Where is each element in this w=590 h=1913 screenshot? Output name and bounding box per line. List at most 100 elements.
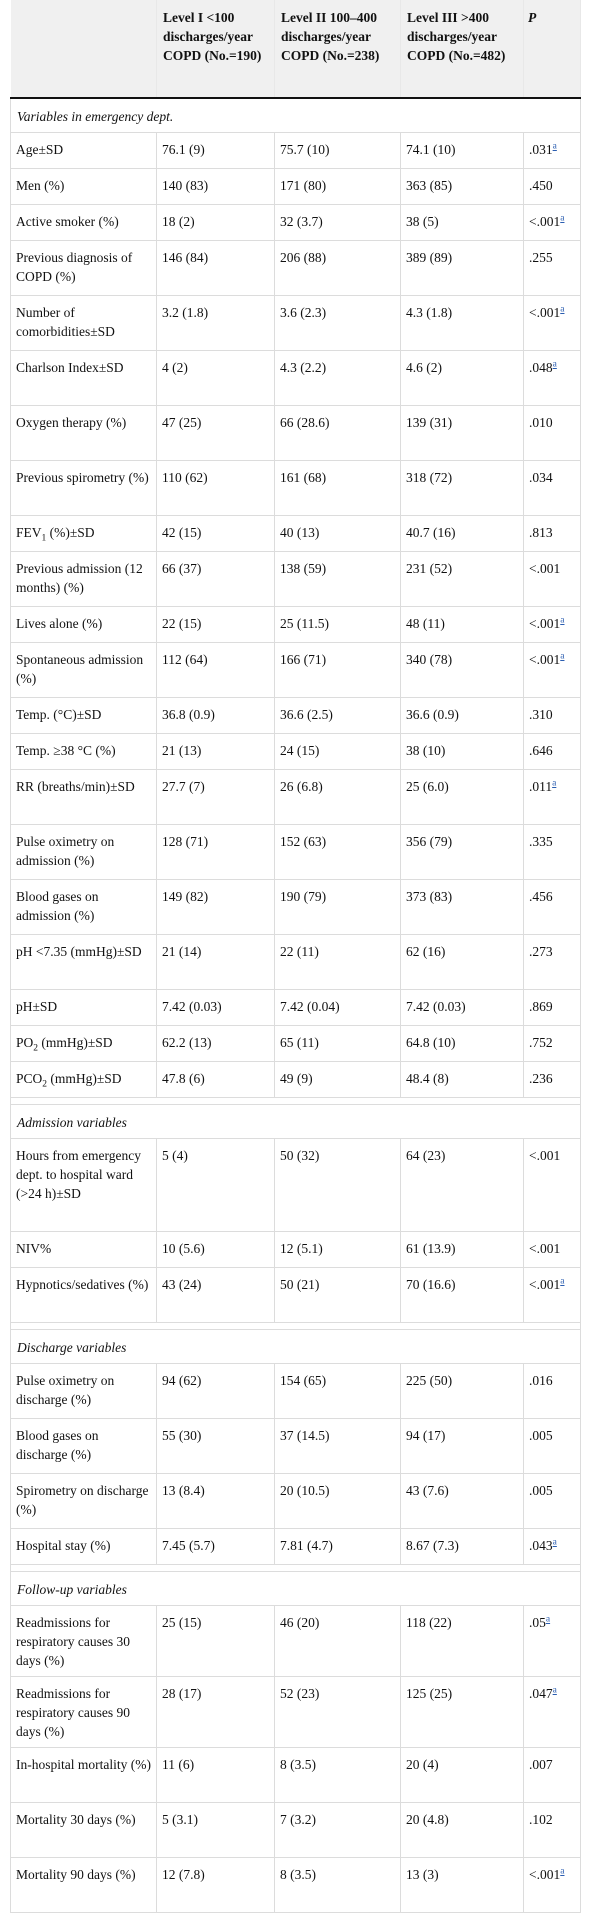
variable-label: Spirometry on discharge (%) (10, 1473, 157, 1529)
table-row: Number of comorbidities±SD 3.2 (1.8) 3.6 (… (10, 295, 581, 351)
p-value-cell: <.001 (523, 1138, 581, 1232)
level-1-value: 3.2 (1.8) (156, 295, 275, 351)
p-value: <.001 (529, 1241, 561, 1256)
table-row: PO2 (mmHg)±SD 62.2 (13) 65 (11) 64.8 (10) .7… (10, 1025, 581, 1062)
variable-label-subscript: 1 (41, 533, 47, 544)
level-1-value: 7.45 (5.7) (156, 1528, 275, 1565)
section-row: Discharge variables (10, 1329, 581, 1364)
level-1-value: 110 (62) (156, 460, 275, 516)
footnote-link[interactable]: a (560, 615, 565, 626)
level-2-value: 20 (10.5) (274, 1473, 401, 1529)
level-2-value: 206 (88) (274, 240, 401, 296)
variable-label-text: In-hospital mortality (%) (16, 1757, 151, 1772)
footnote-link[interactable]: a (552, 359, 557, 370)
p-value-cell: .335 (523, 824, 581, 880)
p-value-cell: <.001 (523, 1231, 581, 1268)
footnote-link[interactable]: a (552, 1537, 557, 1548)
table-row: pH±SD 7.42 (0.03) 7.42 (0.04) 7.42 (0.03) .8… (10, 989, 581, 1026)
variable-label-text: Blood gases on discharge (%) (16, 1428, 99, 1462)
level-2-value: 40 (13) (274, 515, 401, 552)
variable-label-text: Active smoker (%) (16, 214, 119, 229)
section-row: Variables in emergency dept. (10, 97, 581, 133)
p-value: <.001 (529, 305, 561, 320)
level-1-value: 149 (82) (156, 879, 275, 935)
level-3-value: 43 (7.6) (400, 1473, 524, 1529)
variable-label-text: Hospital stay (%) (16, 1538, 111, 1553)
variable-label-text: Spirometry on discharge (%) (16, 1483, 149, 1517)
table-row: Pulse oximetry on discharge (%) 94 (62) 15… (10, 1363, 581, 1419)
footnote-link[interactable]: a (560, 1866, 565, 1877)
level-2-value: 7.81 (4.7) (274, 1528, 401, 1565)
p-value: .335 (529, 834, 553, 849)
level-2-value: 36.6 (2.5) (274, 697, 401, 734)
p-value-cell: <.001a (523, 642, 581, 698)
footnote-link[interactable]: a (560, 304, 565, 315)
level-2-value: 22 (11) (274, 934, 401, 990)
footnote-link[interactable]: a (552, 1685, 557, 1696)
variable-label-text: Mortality 30 days (%) (16, 1812, 136, 1827)
variable-label-suffix: (%)±SD (46, 525, 95, 540)
variable-label: Lives alone (%) (10, 606, 157, 643)
variable-label: Men (%) (10, 168, 157, 205)
level-3-value: 70 (16.6) (400, 1267, 524, 1323)
p-value: <.001 (529, 561, 561, 576)
table-row: Lives alone (%) 22 (15) 25 (11.5) 48 (11) <.… (10, 606, 581, 643)
level-3-value: 363 (85) (400, 168, 524, 205)
p-value-cell: .646 (523, 733, 581, 770)
p-value: .752 (529, 1035, 553, 1050)
level-3-value: 231 (52) (400, 551, 524, 607)
p-value: .646 (529, 743, 553, 758)
footnote-link[interactable]: a (560, 651, 565, 662)
variable-label-text: Temp. ≥38 °C (%) (16, 743, 116, 758)
p-value: .047 (529, 1686, 553, 1701)
level-2-value: 26 (6.8) (274, 769, 401, 825)
level-3-value: 64.8 (10) (400, 1025, 524, 1062)
p-value-cell: .005 (523, 1418, 581, 1474)
level-3-value: 36.6 (0.9) (400, 697, 524, 734)
level-2-value: 32 (3.7) (274, 204, 401, 241)
footnote-link[interactable]: a (560, 213, 565, 224)
level-1-value: 21 (14) (156, 934, 275, 990)
level-2-value: 37 (14.5) (274, 1418, 401, 1474)
variable-label: Charlson Index±SD (10, 350, 157, 406)
level-2-value: 152 (63) (274, 824, 401, 880)
variable-label: Hospital stay (%) (10, 1528, 157, 1565)
p-value-cell: .010 (523, 405, 581, 461)
level-1-value: 36.8 (0.9) (156, 697, 275, 734)
p-value: .048 (529, 360, 553, 375)
p-value: .005 (529, 1428, 553, 1443)
variable-label-text: Lives alone (%) (16, 616, 103, 631)
table-body: Variables in emergency dept. Age±SD 76.1 (… (10, 97, 581, 1913)
table-row: Mortality 30 days (%) 5 (3.1) 7 (3.2) 20 (4… (10, 1802, 581, 1858)
level-3-value: 118 (22) (400, 1605, 524, 1677)
section-spacer (10, 1564, 581, 1572)
variable-label-text: Spontaneous admission (%) (16, 652, 144, 686)
footnote-link[interactable]: a (560, 1276, 565, 1287)
variable-label: Oxygen therapy (%) (10, 405, 157, 461)
variable-label: Hours from emergency dept. to hospital w… (10, 1138, 157, 1232)
level-2-value: 75.7 (10) (274, 132, 401, 169)
p-value-cell: .034 (523, 460, 581, 516)
p-value: <.001 (529, 616, 561, 631)
copd-comparison-table: Level I <100 discharges/year COPD (No.=1… (10, 0, 581, 1913)
footnote-link[interactable]: a (545, 1614, 551, 1625)
level-3-value: 40.7 (16) (400, 515, 524, 552)
variable-label-text: Oxygen therapy (%) (16, 415, 127, 430)
table-row: RR (breaths/min)±SD 27.7 (7) 26 (6.8) 25 (6… (10, 769, 581, 825)
p-value: .456 (529, 889, 553, 904)
variable-label: pH <7.35 (mmHg)±SD (10, 934, 157, 990)
table-row: Pulse oximetry on admission (%) 128 (71) 1… (10, 824, 581, 880)
variable-label-prefix: FEV (16, 525, 42, 540)
variable-label: PCO2 (mmHg)±SD (10, 1061, 157, 1098)
level-1-value: 140 (83) (156, 168, 275, 205)
level-2-value: 50 (32) (274, 1138, 401, 1232)
variable-label: Previous diagnosis of COPD (%) (10, 240, 157, 296)
level-3-value: 318 (72) (400, 460, 524, 516)
footnote-link[interactable]: a (552, 141, 557, 152)
footnote-link[interactable]: a (552, 778, 557, 789)
p-value: .813 (529, 525, 553, 540)
table-row: Previous diagnosis of COPD (%) 146 (84) 20… (10, 240, 581, 296)
p-value: .005 (529, 1483, 553, 1498)
variable-label: pH±SD (10, 989, 157, 1026)
p-value: .007 (529, 1757, 553, 1772)
